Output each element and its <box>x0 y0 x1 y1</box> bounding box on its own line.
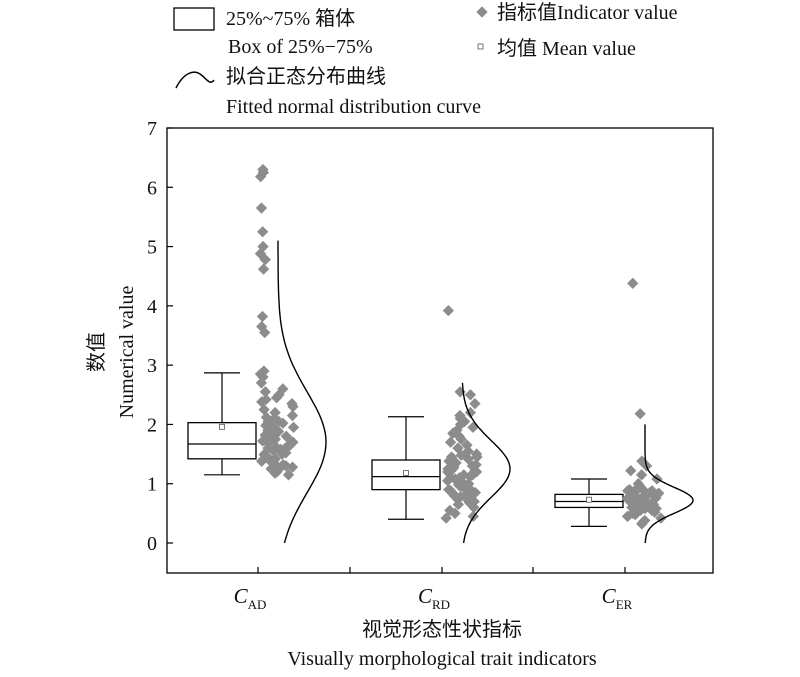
indicator-point <box>448 489 460 502</box>
plot-frame <box>166 127 714 574</box>
indicator-point <box>255 377 268 389</box>
indicator-point <box>469 486 482 499</box>
indicator-point <box>442 466 454 478</box>
indicator-point <box>280 460 292 472</box>
legend-curve-swatch <box>175 71 215 89</box>
plot-marks <box>187 163 694 544</box>
legend-box-label-cn: 25%~75% 箱体 <box>226 7 355 30</box>
indicator-point <box>450 457 462 469</box>
y-tick-label: 2 <box>147 414 157 436</box>
indicator-point <box>287 400 299 413</box>
indicator-point <box>471 451 483 463</box>
indicator-point <box>287 421 300 434</box>
indicator-point <box>270 392 283 404</box>
mean-marker <box>586 496 592 503</box>
indicator-point <box>442 304 455 317</box>
indicator-point <box>622 485 634 497</box>
normal-fit-curve <box>644 424 694 544</box>
indicator-point <box>636 518 648 530</box>
indicator-point <box>259 253 271 266</box>
indicator-point <box>282 469 295 481</box>
indicator-point <box>257 226 269 238</box>
x-axis-title-cn: 视觉形态性状指标 <box>362 618 522 641</box>
legend-box-label-en: Box of 25%−75% <box>228 36 373 58</box>
indicator-point <box>259 386 272 398</box>
indicator-point <box>464 389 477 401</box>
y-tick-label: 6 <box>147 177 157 199</box>
indicator-point <box>269 467 281 479</box>
indicator-point <box>287 436 299 448</box>
legend-mean-marker <box>477 43 484 50</box>
x-axis: CAD CRD CER <box>234 567 633 612</box>
y-tick-label: 3 <box>147 355 157 377</box>
mean-marker <box>403 470 409 476</box>
indicator-point <box>268 445 280 457</box>
legend-box-swatch <box>173 7 215 31</box>
indicator-point <box>286 409 299 422</box>
indicator-point <box>255 170 267 183</box>
legend-mean-label: 均值 Mean value <box>497 37 636 60</box>
indicator-point <box>460 483 473 496</box>
indicator-point <box>255 202 268 214</box>
normal-fit-curve <box>461 382 511 544</box>
indicator-point <box>467 421 479 434</box>
indicator-point <box>259 326 271 339</box>
y-tick-label: 4 <box>147 296 157 318</box>
indicator-point <box>627 277 639 289</box>
indicator-point <box>262 415 274 428</box>
indicator-point <box>634 408 646 420</box>
legend: 25%~75% 箱体 Box of 25%−75% 拟合正态分布曲线 Fitte… <box>173 1 678 118</box>
x-tick-label: CAD <box>234 584 267 612</box>
indicator-point <box>455 433 467 445</box>
indicator-point <box>466 469 479 481</box>
y-tick-label: 0 <box>147 533 157 555</box>
legend-indicator-label: 指标值Indicator value <box>497 1 678 24</box>
indicator-point <box>256 310 269 323</box>
x-tick-label-sub: ER <box>616 597 633 612</box>
indicator-point <box>468 501 480 514</box>
x-tick-label-sub: AD <box>248 597 267 612</box>
indicator-point <box>469 398 481 410</box>
indicator-point <box>257 263 270 275</box>
legend-curve-label-cn: 拟合正态分布曲线 <box>226 65 386 88</box>
mean-marker <box>219 423 225 430</box>
indicator-point <box>263 454 275 466</box>
indicator-point <box>637 491 649 503</box>
legend-curve-label-en: Fitted normal distribution curve <box>226 96 481 118</box>
indicator-point <box>444 436 457 448</box>
indicator-point <box>440 512 452 524</box>
category-group-ad <box>187 163 327 544</box>
y-axis: 0 1 2 3 4 5 6 7 <box>147 118 173 555</box>
y-axis-title-cn: 数值 <box>85 332 108 372</box>
x-tick-label: CRD <box>418 584 450 612</box>
x-tick-label-sub: RD <box>432 597 450 612</box>
category-group-rd <box>371 304 511 544</box>
indicator-point <box>635 469 648 481</box>
x-axis-title-en: Visually morphological trait indicators <box>287 648 597 670</box>
category-group-er <box>554 277 694 544</box>
indicator-point <box>277 417 289 429</box>
y-tick-label: 5 <box>147 237 157 259</box>
y-axis-title-en: Numerical value <box>116 286 138 419</box>
legend-indicator-marker <box>476 6 488 18</box>
normal-fit-curve <box>277 240 327 544</box>
indicator-point <box>269 427 281 439</box>
y-tick-label: 1 <box>147 474 157 496</box>
indicator-point <box>466 460 479 472</box>
indicator-point <box>621 510 634 522</box>
y-tick-label: 7 <box>147 118 157 140</box>
indicator-point <box>452 498 464 511</box>
indicator-point <box>449 507 461 520</box>
x-tick-label: CER <box>602 584 633 612</box>
indicator-point <box>625 465 637 477</box>
